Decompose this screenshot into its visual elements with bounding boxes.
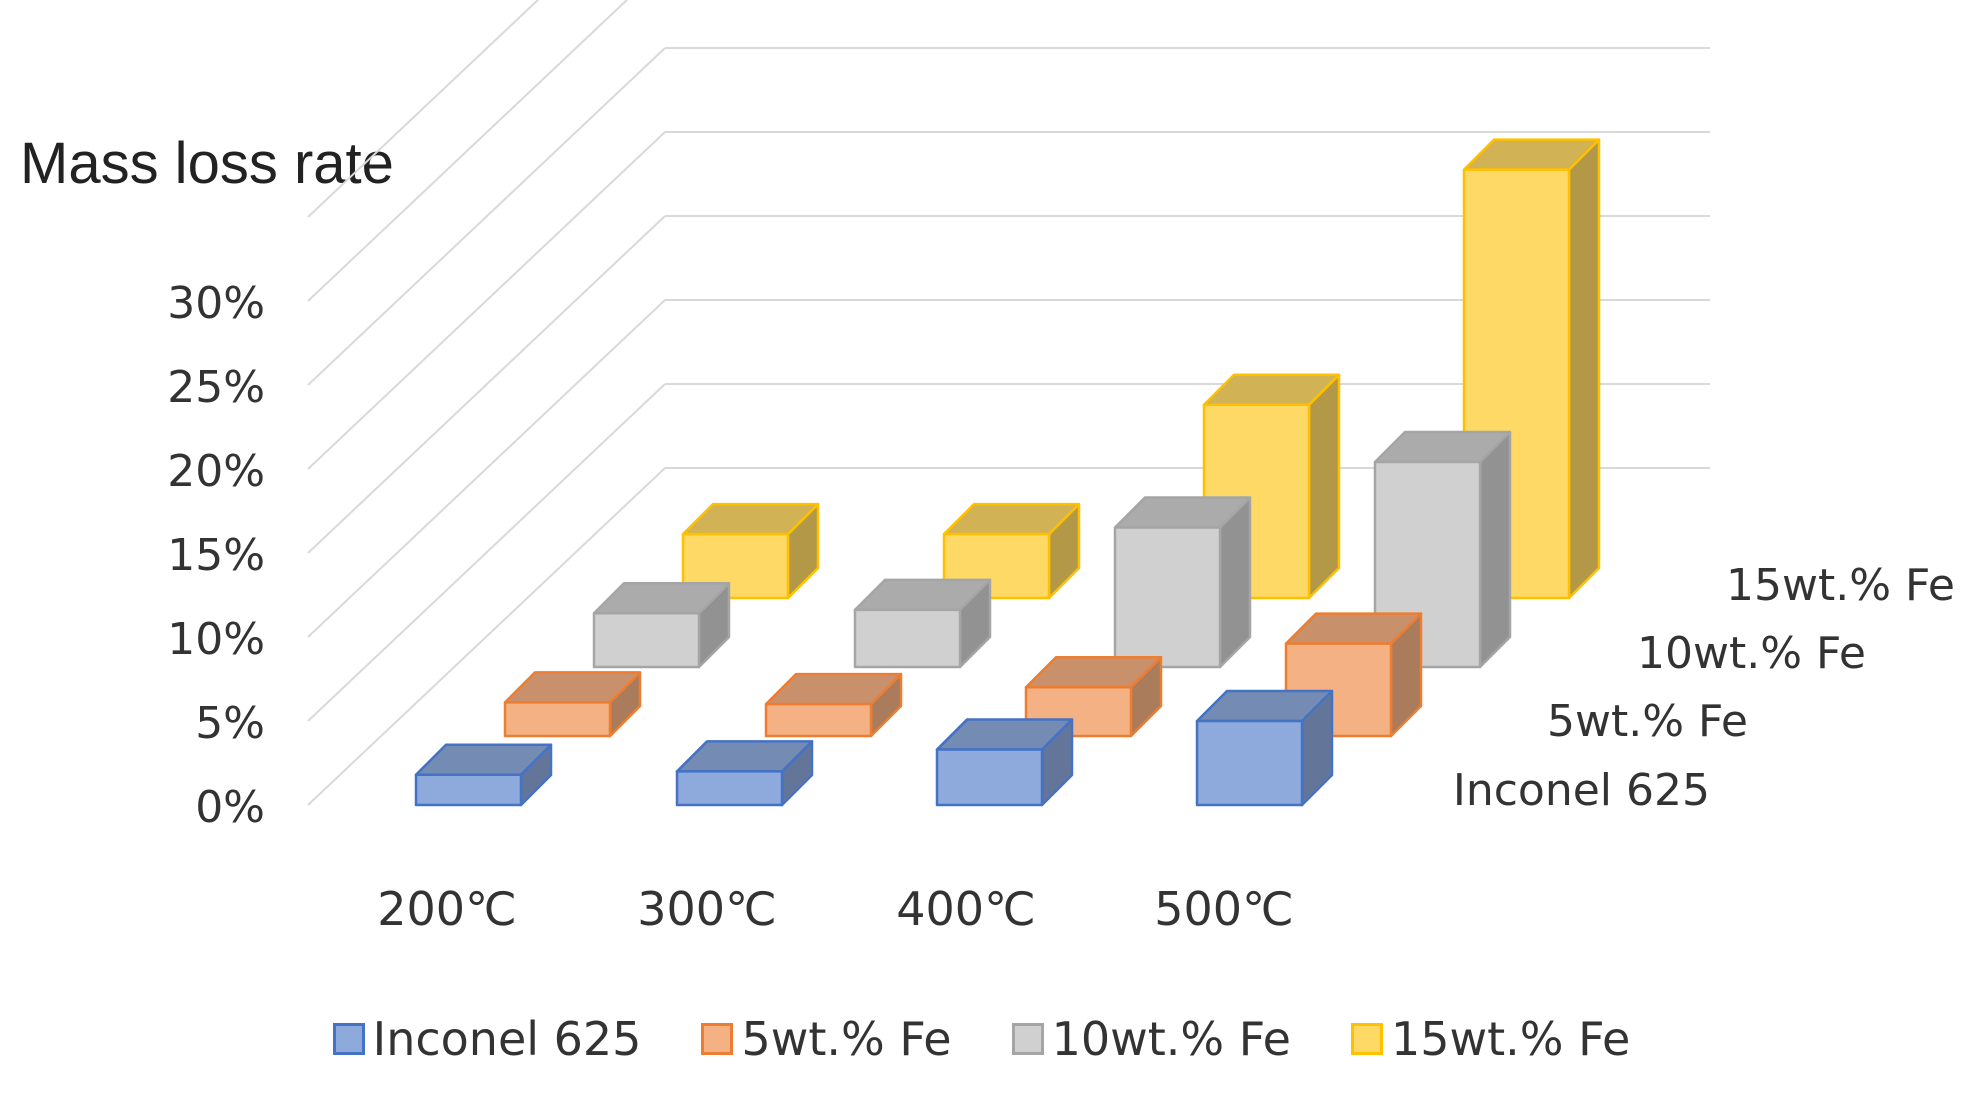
gridline-diagonal [307, 383, 666, 722]
y-tick-label: 25% [167, 362, 265, 413]
y-tick-label: 30% [167, 278, 265, 329]
legend-swatch-10wt [1011, 1023, 1044, 1055]
legend-swatch-inconel [332, 1023, 365, 1055]
gridline-diagonal [307, 467, 666, 806]
series-depth-label: Inconel 625 [1453, 765, 1710, 816]
y-tick-label: 10% [167, 614, 265, 665]
chart-title: Mass loss rate [20, 131, 394, 196]
legend-item-10wt: 10wt.% Fe [1011, 1012, 1291, 1066]
x-category-label: 200℃ [377, 882, 516, 936]
legend-label-inconel: Inconel 625 [372, 1012, 642, 1066]
gridline-diagonal [307, 131, 666, 470]
legend-label-15wt: 15wt.% Fe [1390, 1012, 1631, 1066]
bar-inconel-625-2 [935, 718, 1074, 807]
gridline-diagonal [307, 215, 666, 554]
x-category-label: 400℃ [896, 882, 1035, 936]
legend-item-15wt: 15wt.% Fe [1350, 1012, 1631, 1066]
gridline-diagonal [307, 0, 540, 218]
legend-swatch-15wt [1350, 1023, 1383, 1055]
legend: Inconel 625 5wt.% Fe 10wt.% Fe 15wt.% Fe [0, 1012, 1963, 1066]
x-category-label: 500℃ [1154, 882, 1293, 936]
y-tick-label: 20% [167, 446, 265, 497]
legend-swatch-5wt [701, 1023, 734, 1055]
bar-5wt-fe-3 [1284, 612, 1423, 738]
legend-label-10wt: 10wt.% Fe [1051, 1012, 1291, 1066]
bar-5wt-fe-0 [503, 671, 642, 738]
y-tick-label: 5% [195, 698, 265, 749]
series-depth-label: 15wt.% Fe [1726, 560, 1955, 611]
bar-inconel-625-1 [675, 740, 814, 807]
bar-10wt-fe-0 [592, 581, 731, 669]
legend-item-inconel: Inconel 625 [332, 1012, 642, 1066]
legend-item-5wt: 5wt.% Fe [701, 1012, 952, 1066]
bar-inconel-625-3 [1195, 689, 1334, 807]
y-tick-label: 0% [195, 782, 265, 833]
bar-10wt-fe-1 [853, 578, 992, 669]
series-depth-label: 10wt.% Fe [1637, 628, 1866, 679]
y-tick-label: 15% [167, 530, 265, 581]
bar-10wt-fe-2 [1113, 496, 1252, 669]
series-depth-label: 5wt.% Fe [1547, 696, 1748, 747]
gridline-diagonal [307, 299, 666, 638]
gridline-diagonal [307, 0, 629, 302]
bar-5wt-fe-1 [764, 672, 903, 738]
legend-label-5wt: 5wt.% Fe [741, 1012, 952, 1066]
bar-inconel-625-0 [414, 743, 553, 807]
x-category-label: 300℃ [637, 882, 776, 936]
gridline-diagonal [307, 47, 666, 386]
